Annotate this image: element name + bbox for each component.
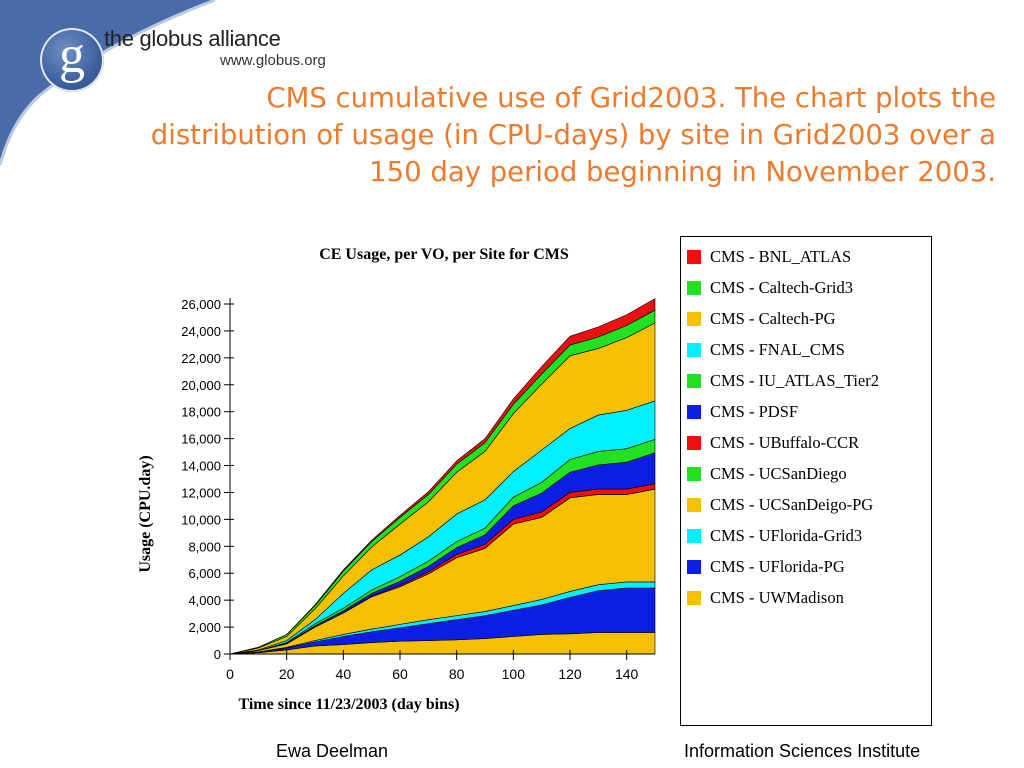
legend-item: CMS - UCSanDiego	[687, 462, 847, 486]
brand-url: www.globus.org	[220, 52, 326, 69]
y-tick-label: 24,000	[181, 324, 221, 339]
legend-item: CMS - Caltech-Grid3	[687, 276, 853, 300]
y-axis-label: Usage (CPU.day)	[137, 455, 154, 572]
legend-item: CMS - Caltech-PG	[687, 307, 836, 331]
legend-swatch	[687, 591, 701, 605]
legend-swatch	[687, 405, 701, 419]
legend-item: CMS - PDSF	[687, 400, 798, 424]
legend-swatch	[687, 498, 701, 512]
y-tick-label: 12,000	[181, 485, 221, 500]
y-tick-label: 6,000	[188, 566, 221, 581]
legend-item: CMS - BNL_ATLAS	[687, 245, 851, 269]
legend-item: CMS - UFlorida-PG	[687, 555, 845, 579]
x-tick-label: 120	[558, 666, 582, 682]
legend-swatch	[687, 560, 701, 574]
legend-swatch	[687, 467, 701, 481]
y-tick-label: 2,000	[188, 620, 221, 635]
x-tick-label: 140	[615, 666, 639, 682]
legend-label: CMS - UWMadison	[710, 588, 844, 607]
legend-label: CMS - Caltech-PG	[710, 309, 836, 328]
x-tick-label: 20	[279, 666, 295, 682]
y-tick-label: 14,000	[181, 459, 221, 474]
chart-axes: 0 2,000 4,000 6,000 8,000 10,000 12,000 14,000 1…	[181, 297, 655, 682]
usage-area-chart: 0 2,000 4,000 6,000 8,000 10,000 12,000 14,000 1…	[137, 297, 656, 713]
legend-label: CMS - IU_ATLAS_Tier2	[710, 371, 879, 390]
footer-institute: Information Sciences Institute	[684, 741, 921, 761]
legend-label: CMS - PDSF	[710, 402, 799, 421]
legend-swatch	[687, 312, 701, 326]
legend-swatch	[687, 250, 701, 264]
legend-label: CMS - UFlorida-PG	[710, 557, 845, 576]
chart-title: CE Usage, per VO, per Site for CMS	[319, 246, 569, 263]
y-tick-label: 10,000	[181, 512, 221, 527]
legend-swatch	[687, 374, 701, 388]
y-tick-label: 20,000	[181, 378, 221, 393]
y-tick-label: 0	[214, 647, 221, 662]
legend-item: CMS - UCSanDeigo-PG	[687, 493, 873, 517]
legend-item: CMS - FNAL_CMS	[687, 338, 845, 362]
legend-item: CMS - UWMadison	[687, 586, 844, 610]
y-tick-label: 16,000	[181, 432, 221, 447]
legend-label: CMS - UBuffalo-CCR	[710, 433, 860, 452]
plot-areas	[229, 298, 656, 655]
legend-label: CMS - BNL_ATLAS	[710, 247, 852, 266]
legend-label: CMS - UCSanDeigo-PG	[710, 495, 874, 514]
legend-item: CMS - UBuffalo-CCR	[687, 431, 859, 455]
legend-label: CMS - UFlorida-Grid3	[710, 526, 863, 545]
legend-swatch	[687, 436, 701, 450]
x-tick-label: 0	[226, 666, 234, 682]
globus-logo: g	[40, 28, 104, 92]
y-tick-label: 18,000	[181, 405, 221, 420]
y-tick-label: 8,000	[188, 539, 221, 554]
footer-author: Ewa Deelman	[276, 741, 389, 761]
x-tick-label: 80	[449, 666, 465, 682]
x-axis-label: Time since 11/23/2003 (day bins)	[238, 696, 459, 713]
x-tick-label: 40	[336, 666, 352, 682]
y-tick-label: 22,000	[181, 351, 221, 366]
y-tick-label: 4,000	[188, 593, 221, 608]
legend-label: CMS - Caltech-Grid3	[710, 278, 853, 297]
legend-swatch	[687, 343, 701, 357]
area-bnl-atlas	[229, 298, 656, 655]
x-tick-label: 60	[392, 666, 408, 682]
legend-swatch	[687, 529, 701, 543]
legend-swatch	[687, 281, 701, 295]
logo-letter: g	[59, 27, 85, 84]
legend-label: CMS - UCSanDiego	[710, 464, 847, 483]
legend-item: CMS - UFlorida-Grid3	[687, 524, 862, 548]
chart-legend: CMS - BNL_ATLAS CMS - Caltech-Grid3 CMS - …	[680, 236, 932, 726]
y-tick-label: 26,000	[181, 297, 221, 312]
legend-label: CMS - FNAL_CMS	[710, 340, 845, 359]
slide-headline: CMS cumulative use of Grid2003. The char…	[150, 82, 996, 188]
brand-name: the globus alliance	[104, 26, 281, 51]
legend-item: CMS - IU_ATLAS_Tier2	[687, 369, 879, 393]
x-tick-label: 100	[502, 666, 526, 682]
